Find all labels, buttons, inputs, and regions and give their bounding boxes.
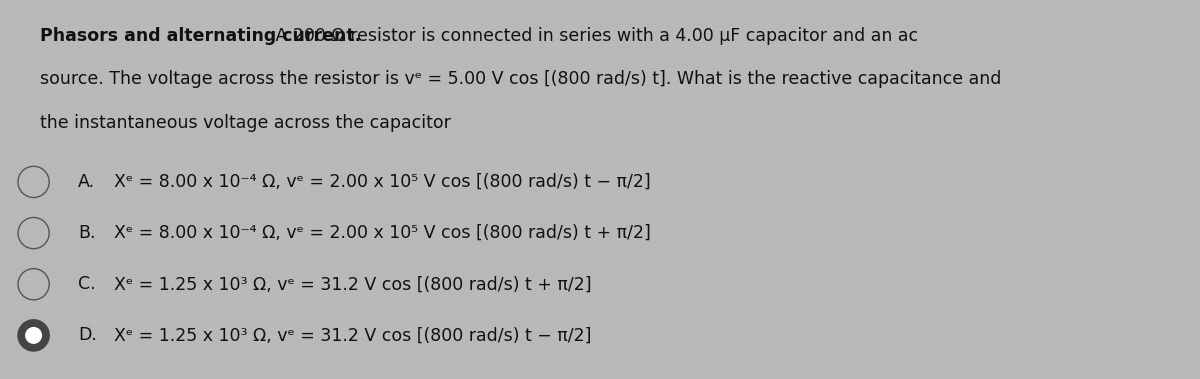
Text: Xᵉ = 8.00 x 10⁻⁴ Ω, vᵉ = 2.00 x 10⁵ V cos [(800 rad/s) t + π/2]: Xᵉ = 8.00 x 10⁻⁴ Ω, vᵉ = 2.00 x 10⁵ V co… bbox=[114, 224, 650, 242]
Text: Phasors and alternating current.: Phasors and alternating current. bbox=[40, 27, 361, 44]
Text: A 200 Ω resistor is connected in series with a 4.00 μF capacitor and an ac: A 200 Ω resistor is connected in series … bbox=[270, 27, 918, 44]
Text: D.: D. bbox=[78, 326, 97, 345]
Text: C.: C. bbox=[78, 275, 96, 293]
Text: B.: B. bbox=[78, 224, 96, 242]
Text: Xᵉ = 1.25 x 10³ Ω, vᵉ = 31.2 V cos [(800 rad/s) t + π/2]: Xᵉ = 1.25 x 10³ Ω, vᵉ = 31.2 V cos [(800… bbox=[114, 275, 592, 293]
Text: Xᵉ = 8.00 x 10⁻⁴ Ω, vᵉ = 2.00 x 10⁵ V cos [(800 rad/s) t − π/2]: Xᵉ = 8.00 x 10⁻⁴ Ω, vᵉ = 2.00 x 10⁵ V co… bbox=[114, 173, 650, 191]
Ellipse shape bbox=[18, 320, 49, 351]
Ellipse shape bbox=[26, 327, 41, 343]
Text: the instantaneous voltage across the capacitor: the instantaneous voltage across the cap… bbox=[40, 114, 450, 132]
Text: source. The voltage across the resistor is vᵉ = 5.00 V cos [(800 rad/s) t]. What: source. The voltage across the resistor … bbox=[40, 70, 1001, 88]
Text: Xᵉ = 1.25 x 10³ Ω, vᵉ = 31.2 V cos [(800 rad/s) t − π/2]: Xᵉ = 1.25 x 10³ Ω, vᵉ = 31.2 V cos [(800… bbox=[114, 326, 592, 345]
Text: A.: A. bbox=[78, 173, 95, 191]
